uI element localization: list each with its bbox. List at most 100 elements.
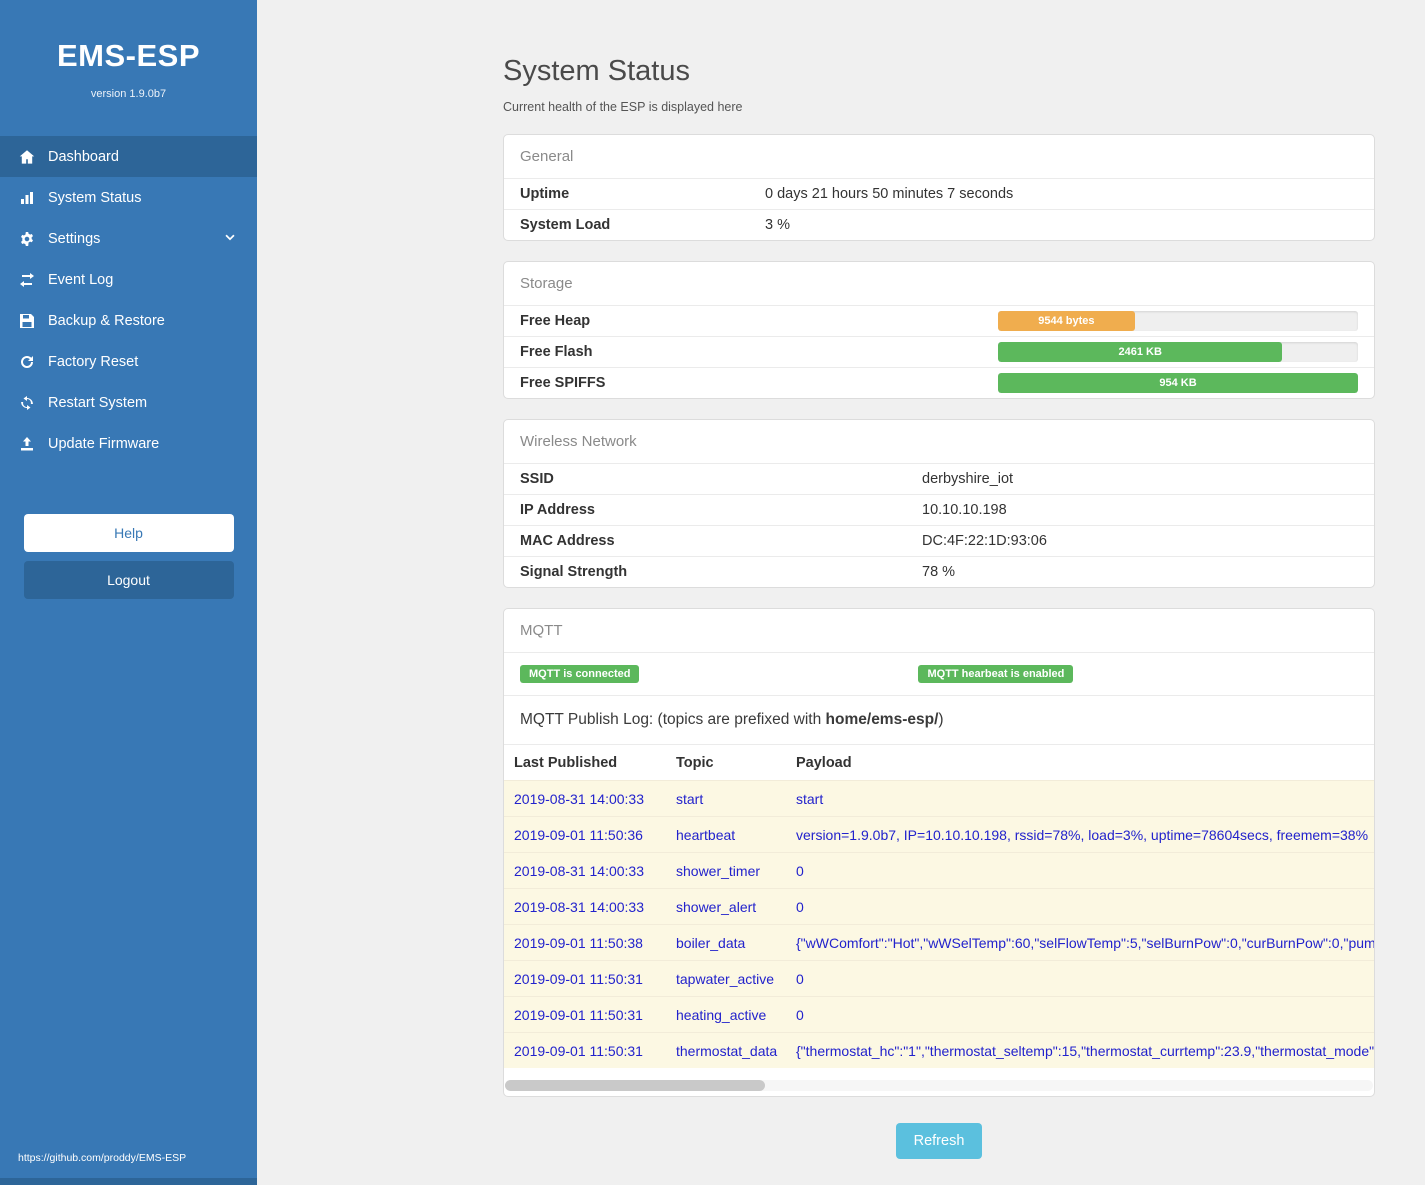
log-published: 2019-09-01 11:50:38 — [514, 935, 643, 951]
free-spiffs-row: Free SPIFFS 954 KB — [504, 367, 1374, 398]
mqtt-panel: MQTT MQTT is connected MQTT hearbeat is … — [503, 608, 1375, 1097]
col-payload: Payload — [796, 755, 852, 771]
publish-log-topic-prefix: home/ems-esp/ — [825, 711, 939, 728]
sidebar-item-label: Settings — [48, 230, 101, 247]
sidebar-item-backup-restore[interactable]: Backup & Restore — [0, 300, 257, 341]
uptime-value: 0 days 21 hours 50 minutes 7 seconds — [765, 186, 1014, 202]
sidebar: EMS-ESP version 1.9.0b7 Dashboard System… — [0, 0, 257, 1185]
log-row: 2019-08-31 14:00:33 shower_alert 0 — [504, 888, 1374, 924]
sidebar-nav: Dashboard System Status Settings — [0, 136, 257, 464]
log-payload: {"thermostat_hc":"1","thermostat_seltemp… — [796, 1043, 1374, 1059]
chevron-down-icon — [223, 230, 237, 248]
log-published: 2019-08-31 14:00:33 — [514, 791, 644, 807]
refresh-button[interactable]: Refresh — [895, 1123, 983, 1159]
sidebar-item-label: Restart System — [48, 394, 148, 411]
floppy-icon — [18, 312, 35, 329]
log-published: 2019-09-01 11:50:36 — [514, 827, 643, 843]
sidebar-item-factory-reset[interactable]: Factory Reset — [0, 341, 257, 382]
log-topic: thermostat_data — [676, 1043, 778, 1059]
ssid-label: SSID — [520, 471, 554, 487]
sidebar-buttons: Help Logout — [0, 514, 257, 599]
log-topic: tapwater_active — [676, 971, 775, 987]
bar-chart-icon — [18, 189, 35, 206]
sidebar-item-update-firmware[interactable]: Update Firmware — [0, 423, 257, 464]
log-published: 2019-09-01 11:50:31 — [514, 1043, 643, 1059]
log-topic: shower_timer — [676, 863, 761, 879]
log-payload: start — [796, 791, 824, 807]
ssid-value: derbyshire_iot — [922, 471, 1014, 487]
mqtt-publish-log-caption: MQTT Publish Log: (topics are prefixed w… — [504, 695, 1374, 744]
log-payload: version=1.9.0b7, IP=10.10.10.198, rssid=… — [796, 827, 1369, 843]
free-heap-progress: 9544 bytes — [998, 311, 1358, 331]
sidebar-item-event-log[interactable]: Event Log — [0, 259, 257, 300]
log-topic: shower_alert — [676, 899, 757, 915]
logout-button[interactable]: Logout — [23, 561, 234, 599]
wireless-panel: Wireless Network SSID derbyshire_iot IP … — [503, 419, 1375, 588]
signal-strength-row: Signal Strength 78 % — [504, 556, 1374, 587]
storage-panel: Storage Free Heap 9544 bytes Free Flash … — [503, 261, 1375, 399]
log-payload: 0 — [796, 863, 804, 879]
log-row: 2019-09-01 11:50:36 heartbeat version=1.… — [504, 816, 1374, 852]
free-spiffs-bar: 954 KB — [998, 373, 1358, 393]
log-payload: 0 — [796, 1007, 804, 1023]
log-row: 2019-09-01 11:50:38 boiler_data {"wWComf… — [504, 924, 1374, 960]
free-spiffs-progress: 954 KB — [998, 373, 1358, 393]
home-icon — [18, 148, 35, 165]
help-button[interactable]: Help — [23, 514, 234, 552]
github-link[interactable]: https://github.com/proddy/EMS-ESP — [18, 1152, 187, 1164]
swap-arrows-icon — [18, 271, 35, 288]
sidebar-item-label: Factory Reset — [48, 353, 139, 370]
ip-address-label: IP Address — [520, 502, 595, 518]
sidebar-item-label: Dashboard — [48, 148, 119, 165]
scrollbar-thumb[interactable] — [505, 1080, 766, 1091]
page-subtitle: Current health of the ESP is displayed h… — [503, 100, 743, 114]
sidebar-item-label: System Status — [48, 189, 142, 206]
brand: EMS-ESP version 1.9.0b7 — [0, 0, 257, 100]
log-payload: {"wWComfort":"Hot","wWSelTemp":60,"selFl… — [796, 935, 1374, 951]
publish-log-suffix: ) — [938, 711, 944, 728]
log-published: 2019-08-31 14:00:33 — [514, 899, 644, 915]
log-published: 2019-09-01 11:50:31 — [514, 1007, 643, 1023]
free-flash-row: Free Flash 2461 KB — [504, 336, 1374, 367]
gear-icon — [18, 230, 35, 247]
free-heap-row: Free Heap 9544 bytes — [504, 305, 1374, 336]
system-load-value: 3 % — [765, 217, 790, 233]
mqtt-connected-badge: MQTT is connected — [520, 665, 640, 683]
page-title: System Status — [503, 55, 690, 87]
storage-panel-title: Storage — [520, 275, 573, 292]
log-row: 2019-09-01 11:50:31 thermostat_data {"th… — [504, 1032, 1374, 1068]
mac-address-row: MAC Address DC:4F:22:1D:93:06 — [504, 525, 1374, 556]
sidebar-item-system-status[interactable]: System Status — [0, 177, 257, 218]
free-flash-label: Free Flash — [520, 344, 593, 360]
free-flash-bar: 2461 KB — [998, 342, 1283, 362]
log-published: 2019-09-01 11:50:31 — [514, 971, 643, 987]
log-published: 2019-08-31 14:00:33 — [514, 863, 644, 879]
uptime-label: Uptime — [520, 186, 570, 202]
system-load-row: System Load 3 % — [504, 209, 1374, 240]
sidebar-item-settings[interactable]: Settings — [0, 218, 257, 259]
restart-icon — [18, 394, 35, 411]
mqtt-badges-row: MQTT is connected MQTT hearbeat is enabl… — [504, 652, 1374, 695]
log-row: 2019-08-31 14:00:33 shower_timer 0 — [504, 852, 1374, 888]
main-content: System Status Current health of the ESP … — [257, 0, 1425, 1185]
signal-strength-label: Signal Strength — [520, 564, 628, 580]
app-title: EMS-ESP — [56, 38, 201, 73]
sidebar-item-label: Event Log — [48, 271, 114, 288]
signal-strength-value: 78 % — [922, 564, 956, 580]
ip-address-row: IP Address 10.10.10.198 — [504, 494, 1374, 525]
sidebar-item-label: Update Firmware — [48, 435, 160, 452]
col-topic: Topic — [676, 755, 714, 771]
reset-arrow-icon — [18, 353, 35, 370]
sidebar-footer-strip — [0, 1178, 257, 1185]
upload-icon — [18, 435, 35, 452]
sidebar-item-restart-system[interactable]: Restart System — [0, 382, 257, 423]
wireless-panel-title: Wireless Network — [520, 433, 637, 450]
sidebar-item-dashboard[interactable]: Dashboard — [0, 136, 257, 177]
publish-log-text: MQTT Publish Log: (topics are prefixed w… — [520, 711, 826, 728]
mqtt-heartbeat-badge: MQTT hearbeat is enabled — [918, 665, 1074, 683]
mqtt-panel-title: MQTT — [520, 622, 563, 639]
horizontal-scrollbar[interactable] — [505, 1080, 1373, 1091]
free-flash-progress: 2461 KB — [998, 342, 1358, 362]
free-heap-bar: 9544 bytes — [998, 311, 1135, 331]
system-load-label: System Load — [520, 217, 611, 233]
